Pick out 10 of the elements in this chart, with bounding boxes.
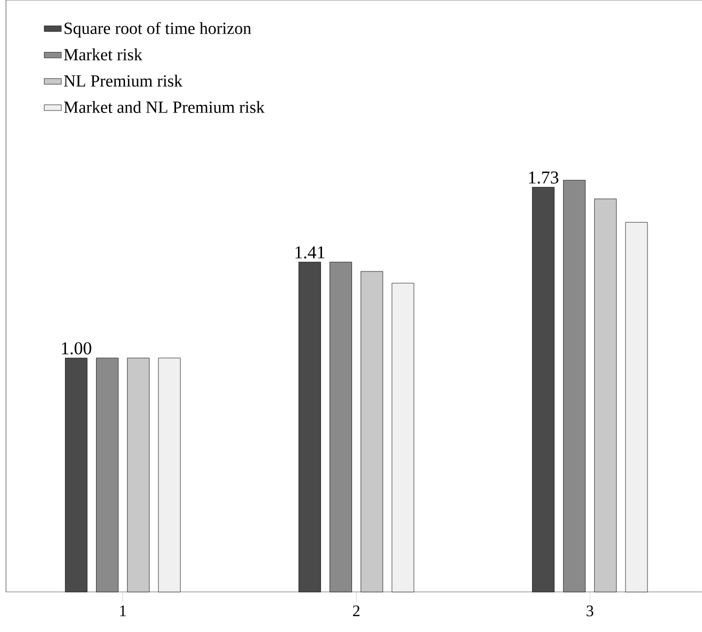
legend-label: Market risk — [64, 48, 142, 60]
data-label: 1.73 — [529, 171, 558, 184]
legend-label: Square root of time horizon — [64, 22, 252, 38]
x-tick-label: 1 — [120, 606, 126, 616]
data-label: 1.00 — [62, 342, 92, 354]
legend-label: NL Premium risk — [64, 74, 182, 87]
legend-label: Market and NL Premium risk — [64, 101, 265, 113]
x-tick-label: 3 — [586, 606, 594, 616]
data-label: 1.41 — [296, 246, 324, 259]
x-tick-label: 2 — [353, 606, 360, 616]
